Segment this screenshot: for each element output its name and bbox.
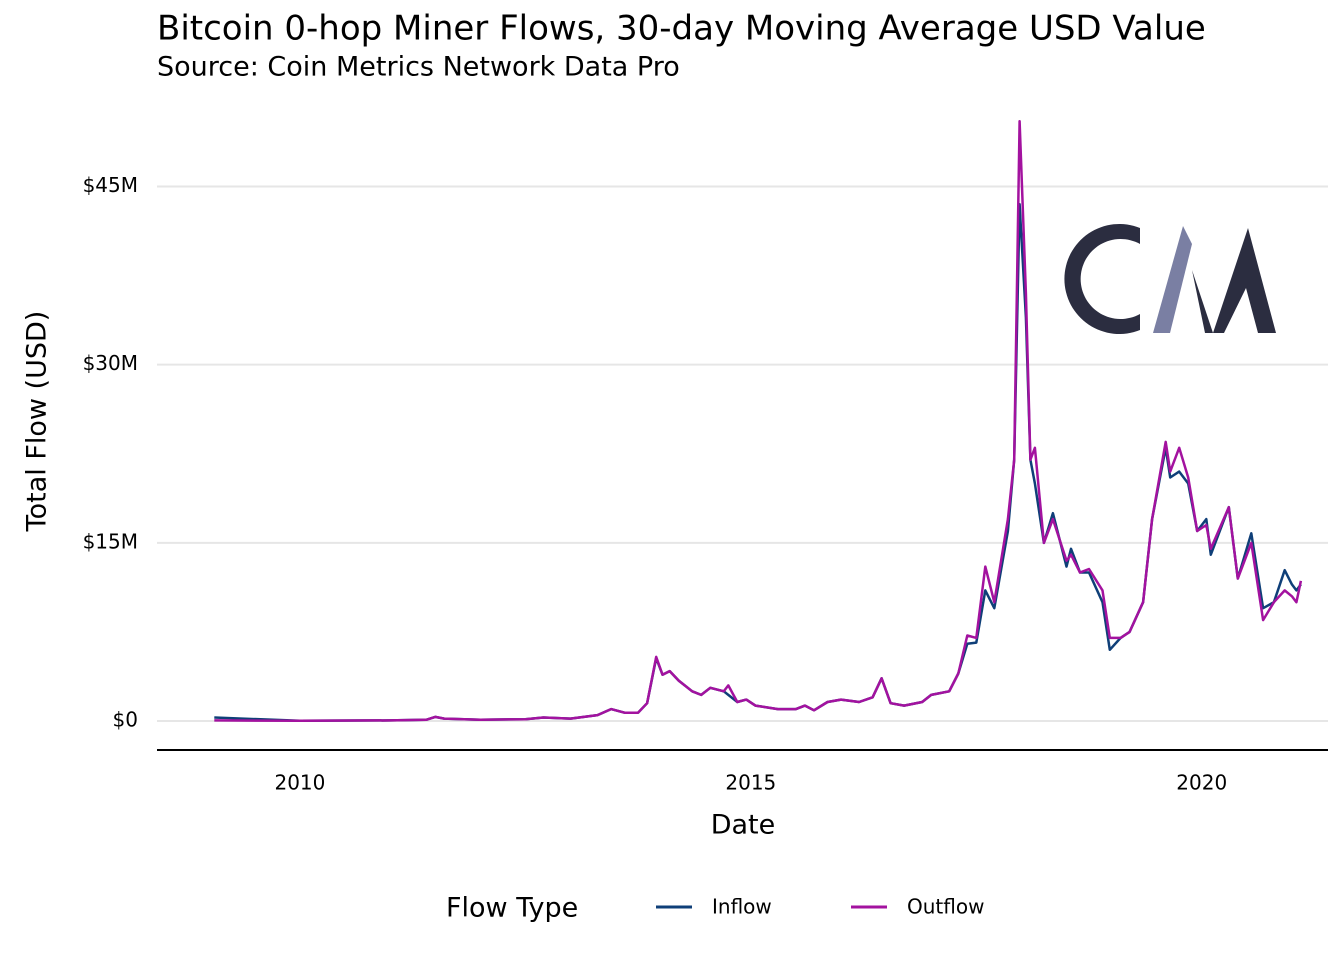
y-tick-label: $15M xyxy=(83,529,138,553)
series-line xyxy=(214,203,1302,723)
y-tick-label: $0 xyxy=(113,708,138,732)
legend-label: Inflow xyxy=(712,895,772,919)
legend-title: Flow Type xyxy=(446,893,578,924)
legend-label: Outflow xyxy=(907,895,984,919)
x-tick-label: 2010 xyxy=(274,771,325,795)
y-tick-label: $45M xyxy=(83,173,138,197)
logo-slash xyxy=(1153,226,1192,333)
y-axis-label: Total Flow (USD) xyxy=(22,311,53,533)
series-line xyxy=(214,119,1303,723)
x-tick-label: 2015 xyxy=(725,771,776,795)
x-axis-label: Date xyxy=(711,810,776,841)
logo-m xyxy=(1192,228,1276,333)
chart-title: Bitcoin 0-hop Miner Flows, 30-day Moving… xyxy=(157,9,1206,49)
logo xyxy=(1064,224,1276,334)
x-tick-label: 2020 xyxy=(1176,771,1227,795)
y-tick-label: $30M xyxy=(83,351,138,375)
chart-subtitle: Source: Coin Metrics Network Data Pro xyxy=(157,52,680,83)
logo-c xyxy=(1064,224,1140,334)
